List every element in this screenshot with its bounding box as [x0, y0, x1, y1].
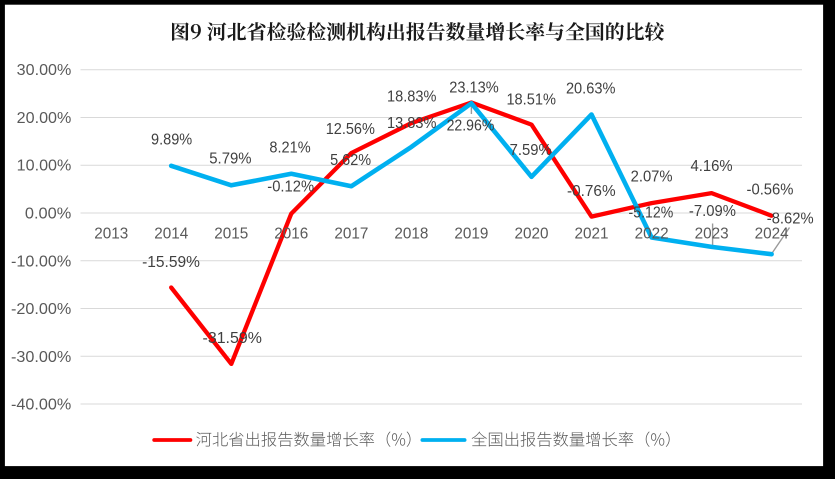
svg-text:2015: 2015: [214, 225, 248, 242]
svg-text:-5.12%: -5.12%: [629, 204, 674, 221]
svg-text:-7.09%: -7.09%: [689, 203, 736, 220]
svg-text:-40.00%: -40.00%: [11, 397, 71, 414]
svg-text:20.00%: 20.00%: [17, 110, 72, 127]
svg-text:2016: 2016: [274, 225, 308, 242]
svg-text:2024: 2024: [755, 225, 789, 242]
svg-text:5.62%: 5.62%: [330, 152, 371, 169]
svg-text:2013: 2013: [94, 225, 128, 242]
svg-text:2020: 2020: [515, 225, 549, 242]
svg-text:4.16%: 4.16%: [690, 158, 732, 175]
svg-text:23.13%: 23.13%: [449, 80, 499, 97]
svg-text:22.96%: 22.96%: [447, 117, 495, 134]
svg-text:-31.59%: -31.59%: [203, 330, 262, 347]
svg-text:10.00%: 10.00%: [17, 158, 72, 175]
svg-text:30.00%: 30.00%: [17, 62, 72, 79]
svg-text:2022: 2022: [635, 225, 669, 242]
svg-text:2017: 2017: [334, 225, 368, 242]
svg-text:2019: 2019: [454, 225, 488, 242]
svg-text:2.07%: 2.07%: [631, 169, 673, 186]
svg-text:0.00%: 0.00%: [25, 206, 71, 223]
svg-text:-10.00%: -10.00%: [11, 253, 71, 270]
svg-text:5.79%: 5.79%: [209, 151, 251, 168]
svg-text:-30.00%: -30.00%: [11, 349, 71, 366]
svg-text:20.63%: 20.63%: [566, 81, 616, 98]
svg-text:-15.59%: -15.59%: [142, 254, 200, 271]
svg-text:-8.62%: -8.62%: [767, 211, 814, 228]
svg-text:-0.76%: -0.76%: [567, 183, 616, 200]
svg-text:9.89%: 9.89%: [151, 132, 192, 149]
svg-text:18.83%: 18.83%: [387, 89, 436, 106]
svg-text:-0.12%: -0.12%: [267, 178, 314, 195]
svg-text:-20.00%: -20.00%: [11, 301, 71, 318]
svg-text:8.21%: 8.21%: [269, 139, 310, 156]
svg-text:12.56%: 12.56%: [326, 121, 375, 138]
svg-text:-0.56%: -0.56%: [747, 182, 794, 199]
svg-text:18.51%: 18.51%: [506, 92, 556, 109]
svg-text:2023: 2023: [695, 225, 729, 242]
svg-text:7.59%: 7.59%: [510, 142, 552, 159]
svg-text:2018: 2018: [394, 225, 428, 242]
svg-text:13.83%: 13.83%: [387, 115, 436, 132]
svg-text:2021: 2021: [575, 225, 609, 242]
svg-text:2014: 2014: [154, 225, 188, 242]
